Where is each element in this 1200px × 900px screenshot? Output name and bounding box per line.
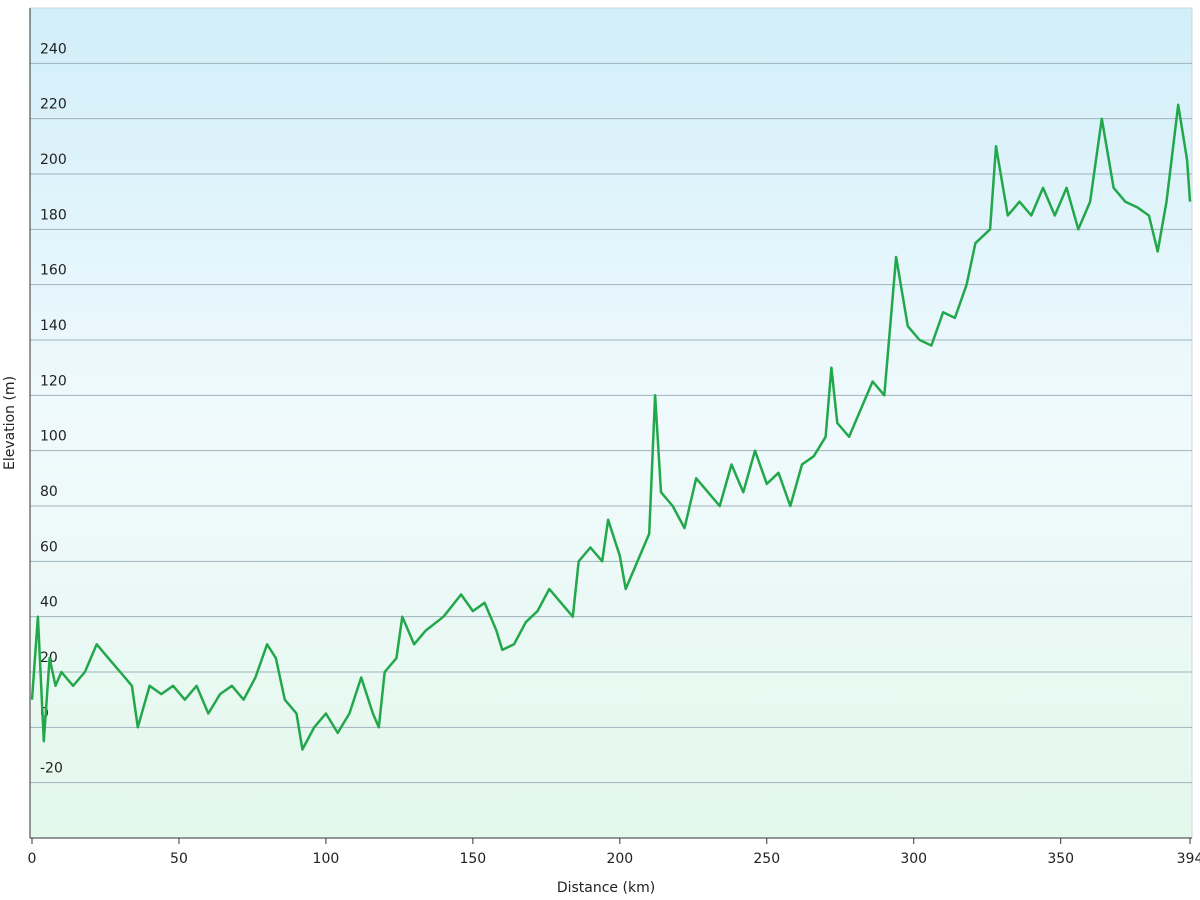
y-tick-label: 140 [40, 318, 67, 334]
y-tick-label: 200 [40, 152, 67, 168]
x-axis-title: Distance (km) [557, 880, 655, 896]
plot-area [29, 7, 1193, 839]
x-tick-label: 50 [170, 851, 188, 867]
x-tick-label: 100 [313, 851, 340, 867]
y-tick-label: 100 [40, 429, 67, 445]
y-axis-title: Elevation (m) [2, 376, 18, 470]
y-tick-label: 0 [40, 705, 49, 721]
x-tick-label: 394 [1177, 851, 1200, 867]
y-tick-label: 80 [40, 484, 58, 500]
y-tick-label: 120 [40, 373, 67, 389]
x-tick-label: 150 [459, 851, 486, 867]
x-tick-label: 0 [28, 851, 37, 867]
y-tick-label: 180 [40, 207, 67, 223]
x-tick-label: 200 [606, 851, 633, 867]
y-tick-label: -20 [40, 761, 63, 777]
elevation-line [30, 103, 1192, 751]
y-tick-label: 160 [40, 263, 67, 279]
x-tick-label: 250 [753, 851, 780, 867]
y-tick-label: 220 [40, 97, 67, 113]
y-tick-label: 60 [40, 539, 58, 555]
x-tick-label: 350 [1047, 851, 1074, 867]
y-tick-label: 240 [40, 41, 67, 57]
y-tick-label: 40 [40, 595, 58, 611]
x-tick-label: 300 [900, 851, 927, 867]
